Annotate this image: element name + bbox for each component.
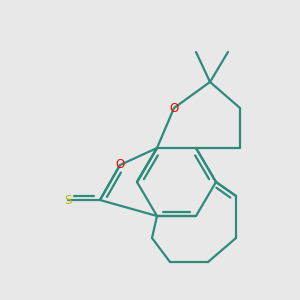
Text: S: S <box>64 194 72 206</box>
Text: O: O <box>169 101 178 115</box>
Text: O: O <box>116 158 124 172</box>
